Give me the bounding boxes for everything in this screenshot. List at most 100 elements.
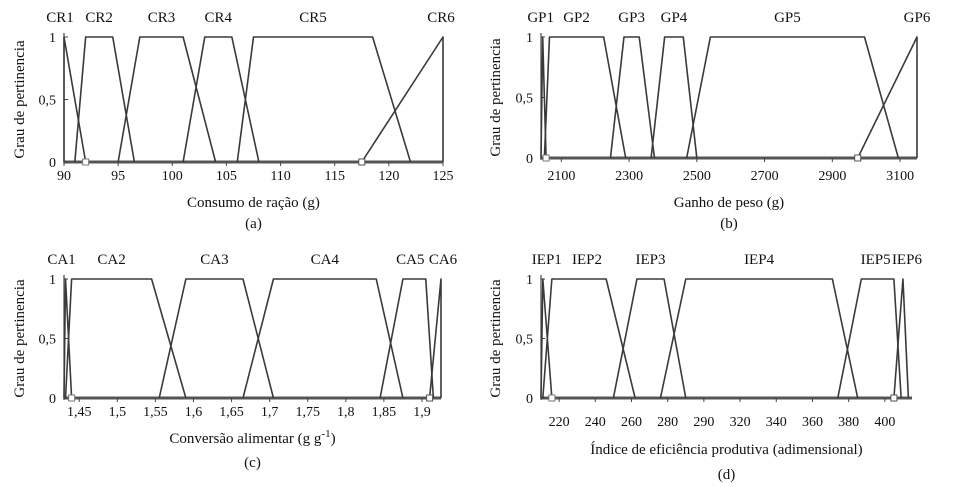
set-label-gp6: GP6: [904, 10, 931, 26]
x-tick-label: 95: [111, 169, 125, 184]
chart-panel-4: 0 0,5 1 220 240 260 280 290 320 340 360 380 400 IEP1 I…: [488, 252, 922, 483]
membership-line-iep1: [540, 278, 553, 399]
x-tick-label: 90: [57, 169, 71, 184]
x-tick-label: 2500: [683, 169, 711, 184]
x-tick-label: 240: [585, 415, 606, 430]
x-tick-label: 400: [874, 415, 895, 430]
x-tick-label: 105: [216, 169, 237, 184]
set-label-iep2: IEP2: [572, 252, 602, 268]
endpoint-marker: [358, 158, 366, 166]
panel-caption: (a): [245, 216, 262, 232]
set-label-cr5: CR5: [299, 10, 327, 26]
x-axis-label: Conversão alimentar (g g-1): [169, 428, 335, 447]
set-label-gp2: GP2: [563, 10, 590, 26]
x-axis-label-end: ): [331, 431, 336, 447]
x-tick-label: 1,8: [337, 405, 355, 420]
x-axis-label-superscript: -1: [321, 428, 330, 440]
set-label-iep5: IEP5: [861, 252, 891, 268]
x-tick-label: 1,6: [185, 405, 203, 420]
membership-line-gp6: [857, 36, 918, 159]
panel-caption: (d): [718, 467, 736, 483]
membership-line-ca3: [158, 278, 275, 399]
x-tick-label: 320: [730, 415, 751, 430]
membership-line-ca2: [64, 278, 187, 399]
endpoint-marker: [542, 154, 550, 162]
set-label-iep4: IEP4: [744, 252, 775, 268]
membership-line-ca5: [379, 278, 435, 399]
set-label-ca2: CA2: [97, 252, 125, 268]
panel-caption: (b): [720, 216, 738, 232]
x-tick-label: 115: [324, 169, 344, 184]
x-tick-label: 125: [433, 169, 454, 184]
set-label-ca5: CA5: [396, 252, 424, 268]
set-label-cr1: CR1: [46, 10, 74, 26]
y-tick-label: 1: [526, 31, 533, 46]
set-label-ca3: CA3: [200, 252, 228, 268]
x-tick-label: 1,5: [109, 405, 127, 420]
membership-line-cr3: [117, 36, 217, 163]
membership-line-ca6: [428, 278, 442, 399]
membership-line-gp3: [609, 36, 656, 159]
x-tick-label: 2900: [818, 169, 846, 184]
x-tick-label: 1,7: [261, 405, 279, 420]
set-label-gp4: GP4: [661, 10, 688, 26]
membership-line-iep4: [659, 278, 859, 399]
x-tick-label: 110: [270, 169, 290, 184]
membership-line-cr6: [361, 36, 444, 163]
y-tick-label: 0: [49, 392, 56, 407]
x-tick-label: 1,65: [219, 405, 244, 420]
endpoint-marker: [82, 158, 90, 166]
y-axis-label: Grau de pertinencia: [12, 40, 28, 159]
set-label-ca6: CA6: [429, 252, 458, 268]
x-tick-label: 1,85: [372, 405, 397, 420]
y-axis-label: Grau de pertinencia: [12, 279, 28, 398]
set-label-gp3: GP3: [618, 10, 645, 26]
x-axis-label: Índice de eficiência produtiva (adimensi…: [590, 441, 862, 458]
membership-line-ca1: [63, 278, 73, 399]
y-tick-label: 0,5: [516, 333, 534, 348]
x-tick-label: 1,45: [67, 405, 92, 420]
chart-panel-1: 0 0,5 1 90 95 100 105 110 115 120 125 CR1 CR2 CR3 CR4 C…: [12, 10, 455, 232]
membership-line-gp5: [685, 36, 900, 159]
x-tick-label: 120: [378, 169, 399, 184]
x-tick-label: 1,75: [295, 405, 320, 420]
set-label-ca1: CA1: [47, 252, 75, 268]
x-tick-label: 2700: [751, 169, 779, 184]
x-tick-label: 260: [621, 415, 642, 430]
y-tick-label: 0,5: [39, 94, 57, 109]
membership-line-iep6: [893, 278, 910, 399]
endpoint-marker: [68, 394, 76, 402]
chart-panel-2: 0 0,5 1 2100 2300 2500 2700 2900 3100 GP1 GP2 GP3 GP…: [488, 10, 931, 232]
set-label-cr3: CR3: [148, 10, 176, 26]
membership-line-cr5: [236, 36, 412, 163]
membership-line-ca4: [242, 278, 404, 399]
endpoint-marker: [548, 394, 556, 402]
x-tick-label: 280: [657, 415, 678, 430]
membership-line-iep3: [612, 278, 687, 399]
x-tick-label: 1,9: [413, 405, 431, 420]
membership-line-gp4: [650, 36, 698, 159]
y-tick-label: 1: [49, 273, 56, 288]
x-tick-label: 220: [549, 415, 570, 430]
y-axis-label: Grau de pertinencia: [488, 279, 504, 398]
membership-line-iep5: [837, 278, 902, 399]
y-axis-label: Grau de pertinencia: [488, 38, 504, 157]
y-tick-label: 0: [526, 152, 533, 167]
set-label-gp1: GP1: [527, 10, 554, 26]
x-tick-label: 100: [162, 169, 183, 184]
y-tick-label: 0: [526, 392, 533, 407]
endpoint-marker: [854, 154, 862, 162]
x-tick-label: 360: [802, 415, 823, 430]
x-tick-label: 380: [838, 415, 859, 430]
set-label-ca4: CA4: [311, 252, 340, 268]
panel-caption: (c): [244, 455, 261, 471]
x-tick-label: 2300: [615, 169, 643, 184]
x-tick-label: 2100: [547, 169, 575, 184]
x-tick-label: 3100: [886, 169, 914, 184]
x-tick-label: 1,55: [143, 405, 168, 420]
membership-line-gp1: [540, 36, 547, 159]
endpoint-marker: [890, 394, 898, 402]
y-tick-label: 0,5: [39, 333, 57, 348]
x-tick-label: 290: [693, 415, 714, 430]
